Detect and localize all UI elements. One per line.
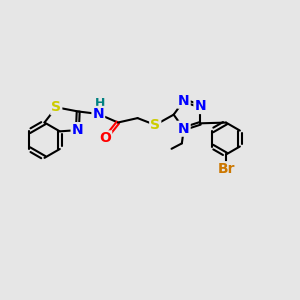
Text: N: N (72, 123, 83, 137)
Text: S: S (150, 118, 160, 132)
Text: S: S (51, 100, 61, 114)
Text: O: O (99, 131, 111, 146)
Text: N: N (178, 122, 190, 136)
Text: H: H (95, 97, 106, 110)
Text: N: N (178, 94, 190, 108)
Text: Br: Br (217, 162, 235, 176)
Text: N: N (194, 99, 206, 113)
Text: N: N (92, 107, 104, 121)
